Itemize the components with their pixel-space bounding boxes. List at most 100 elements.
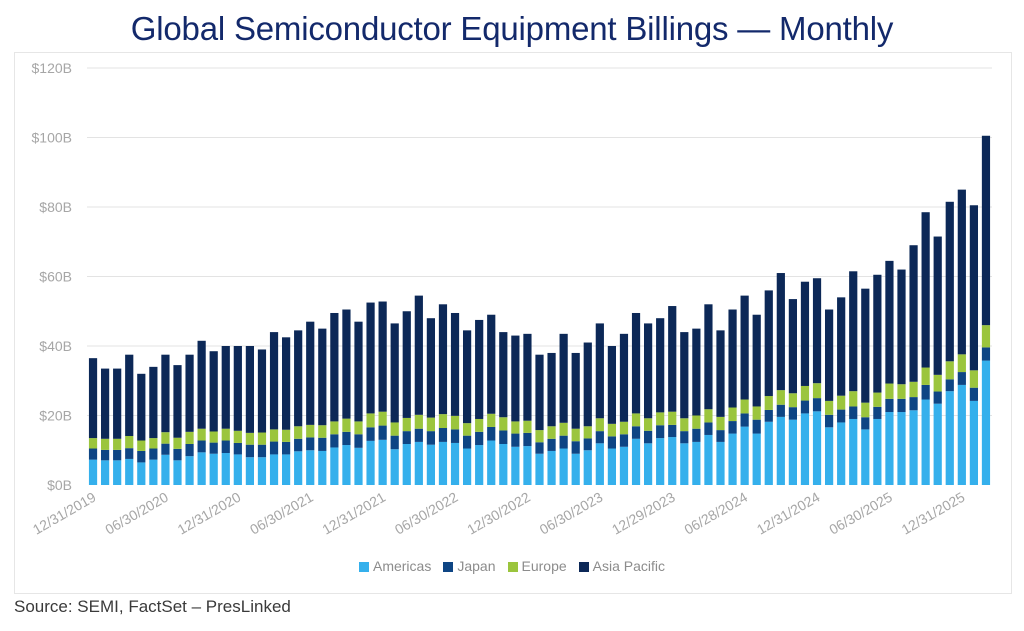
bar-segment: [752, 433, 761, 485]
bar-segment: [824, 414, 834, 428]
bar-segment: [740, 413, 749, 427]
bar-segment: [221, 453, 230, 485]
bar-segment: [909, 381, 918, 398]
bar-segment: [487, 440, 496, 485]
bar-segment: [257, 349, 267, 433]
bar-segment: [100, 438, 110, 450]
bar-segment: [257, 444, 267, 458]
bar-segment: [547, 352, 556, 427]
bar-segment: [849, 391, 858, 407]
bar-segment: [402, 443, 411, 485]
bar-segment: [161, 432, 170, 444]
x-tick-label: 12/31/2019: [30, 489, 99, 538]
bar-segment: [861, 288, 870, 403]
x-tick-label: 12/29/2023: [609, 489, 678, 538]
legend-swatch: [507, 562, 518, 572]
bar-segment: [113, 449, 122, 461]
bar-segment: [113, 438, 122, 450]
bar-segment: [450, 429, 460, 443]
bar-segment: [885, 260, 894, 384]
bar-segment: [656, 318, 665, 413]
bar-segment: [245, 444, 255, 458]
bar-segment: [390, 449, 399, 485]
bar-segment: [619, 434, 629, 447]
bar-segment: [366, 440, 375, 485]
bar-segment: [752, 314, 761, 407]
bar-segment: [487, 426, 496, 441]
bar-segment: [897, 412, 906, 485]
bar-segment: [342, 418, 351, 432]
bar-segment: [861, 402, 870, 418]
bar-segment: [318, 450, 327, 485]
bar-segment: [511, 335, 520, 422]
bar-segment: [885, 398, 894, 413]
bar-segment: [257, 457, 267, 485]
x-tick-label: 06/30/2023: [537, 489, 606, 538]
bar-segment: [475, 418, 484, 432]
bar-segment: [692, 415, 701, 429]
bar-segment: [571, 428, 580, 442]
chart-frame: [14, 52, 1012, 594]
x-tick-label: 12/30/2022: [464, 489, 533, 538]
bar-segment: [716, 330, 725, 417]
legend-label: Europe: [521, 558, 567, 574]
bar-segment: [583, 426, 592, 439]
bar-segment: [318, 328, 327, 426]
bar-segment: [475, 431, 484, 446]
bar-segment: [740, 295, 749, 400]
legend-item: Japan: [443, 558, 496, 574]
bar-segment: [257, 432, 267, 445]
bar-segment: [559, 448, 568, 485]
bar-segment: [764, 409, 773, 422]
bar-segment: [643, 430, 653, 444]
legend-swatch: [358, 562, 369, 572]
bar-segment: [462, 423, 472, 436]
legend-item: Americas: [358, 558, 431, 574]
bar-segment: [921, 384, 930, 400]
bar-segment: [776, 390, 785, 405]
bar-segment: [680, 431, 689, 444]
bar-segment: [378, 425, 387, 440]
bar-segment: [149, 459, 158, 485]
bar-segment: [499, 430, 508, 444]
bar-segment: [704, 422, 713, 435]
bar-segment: [149, 366, 158, 439]
bar-segment: [378, 301, 387, 412]
x-tick-label: 12/31/2025: [899, 489, 968, 538]
bar-segment: [426, 417, 436, 432]
bar-segment: [161, 443, 170, 455]
bar-segment: [571, 352, 580, 429]
bar-segment: [221, 428, 230, 441]
bar-segment: [330, 421, 339, 435]
bar-segment: [209, 431, 218, 443]
bar-segment: [571, 441, 580, 454]
bar-segment: [306, 437, 315, 451]
bar-segment: [306, 424, 315, 438]
bar-segment: [680, 332, 689, 419]
bar-segment: [716, 441, 725, 485]
bar-segment: [499, 332, 508, 418]
bar-segment: [438, 304, 448, 415]
x-tick-label: 06/30/2022: [392, 489, 461, 538]
bar-segment: [776, 416, 785, 485]
bar-segment: [330, 447, 339, 485]
bar-segment: [945, 201, 954, 362]
bar-segment: [281, 441, 291, 455]
bar-segment: [185, 354, 194, 432]
bar-segment: [426, 318, 436, 418]
bar-segment: [450, 442, 460, 485]
bar-segment: [752, 419, 761, 434]
bar-segment: [137, 450, 146, 463]
bar-segment: [969, 205, 979, 371]
bar-segment: [728, 421, 737, 434]
bar-segment: [161, 454, 170, 485]
bar-segment: [462, 435, 472, 449]
bar-segment: [909, 397, 918, 411]
bar-segment: [861, 429, 870, 485]
bar-segment: [354, 421, 363, 435]
series-japan: [88, 347, 991, 463]
bar-segment: [643, 418, 653, 431]
bar-segment: [740, 399, 749, 414]
x-tick-label: 06/28/2024: [681, 489, 750, 538]
bar-segment: [523, 420, 532, 433]
